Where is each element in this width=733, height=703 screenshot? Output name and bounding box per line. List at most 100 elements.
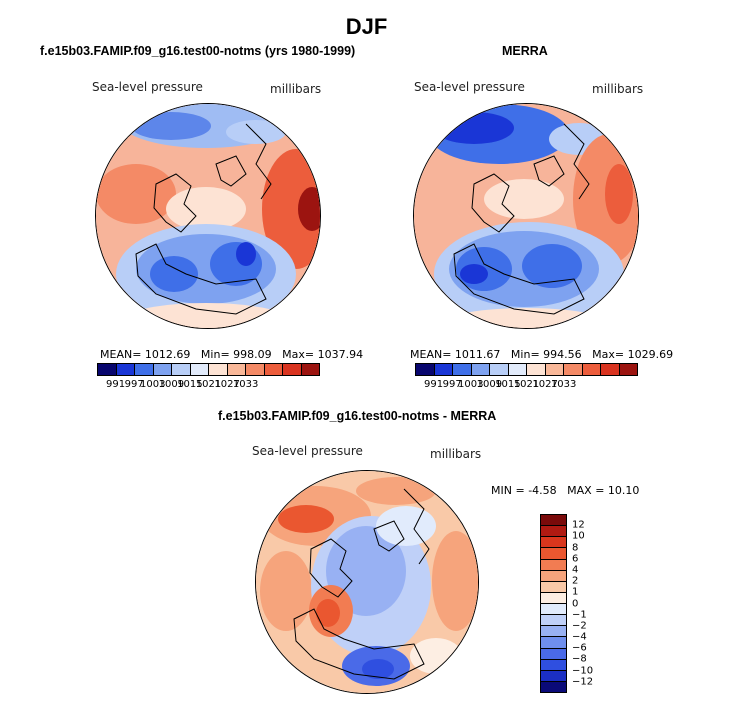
colorbar-swatch (541, 559, 566, 571)
colorbar-swatch (541, 548, 566, 560)
merra-colorbar-tick: 1015 (495, 379, 521, 390)
merra-max-label: Max= (592, 348, 625, 361)
diff-min-label: MIN = (491, 484, 525, 497)
diff-colorbar-tick: 2 (572, 575, 579, 587)
diff-min-value: -4.58 (528, 484, 557, 497)
diff-colorbar-tick: −8 (572, 653, 587, 665)
diff-colorbar-tick: −2 (572, 620, 587, 632)
merra-polar-map (413, 103, 639, 329)
model-colorbar-tick: 1021 (195, 379, 222, 390)
merra-mean-label: MEAN= (410, 348, 452, 361)
merra-colorbar-tick: 1009 (476, 379, 503, 390)
merra-colorbar-tick: 1027 (532, 379, 558, 390)
diff-colorbar-ticks: 12 10 8 6 4 2 1 0 −1 −2 −4 −6 −8 −10 −12 (572, 514, 612, 693)
merra-colorbar (415, 363, 638, 376)
colorbar-swatch (98, 364, 117, 375)
colorbar-swatch (541, 648, 566, 660)
model-colorbar-tick: 1033 (232, 379, 259, 390)
colorbar-swatch (264, 364, 283, 375)
merra-min-label: Min= (510, 348, 540, 361)
colorbar-swatch (541, 526, 566, 538)
colorbar-swatch (541, 515, 566, 527)
colorbar-swatch (416, 364, 435, 375)
diff-colorbar-tick: −12 (572, 676, 594, 688)
colorbar-swatch (541, 637, 566, 649)
merra-mean-value: 1011.67 (454, 348, 501, 361)
colorbar-swatch (541, 592, 566, 604)
model-colorbar (97, 363, 320, 376)
colorbar-swatch (527, 364, 546, 375)
model-max-label: Max= (282, 348, 315, 361)
colorbar-swatch (209, 364, 228, 375)
model-mean-value: 1012.69 (144, 348, 191, 361)
model-mean-label: MEAN= (100, 348, 142, 361)
model-colorbar-ticks: 991 997 1003 1009 1015 1021 1027 1033 (97, 379, 320, 393)
model-colorbar-tick: 1003 (140, 379, 166, 390)
diff-colorbar-tick: −4 (572, 631, 587, 643)
merra-max-value: 1029.69 (627, 348, 674, 361)
model-colorbar-tick: 991 (106, 379, 126, 390)
diff-colorbar-tick: −1 (572, 609, 587, 621)
colorbar-swatch (541, 537, 566, 549)
colorbar-swatch (116, 364, 135, 375)
merra-stats: MEAN= 1011.67 Min= 994.56 Max= 1029.69 (410, 348, 673, 361)
colorbar-swatch (227, 364, 246, 375)
diff-colorbar-tick: 1 (572, 586, 579, 598)
colorbar-swatch (453, 364, 472, 375)
colorbar-swatch (564, 364, 583, 375)
colorbar-swatch (190, 364, 209, 375)
colorbar-swatch (490, 364, 509, 375)
diff-colorbar-tick: 6 (572, 553, 579, 565)
colorbar-swatch (541, 670, 566, 682)
diff-slp-field (256, 471, 478, 693)
diff-colorbar-tick: −6 (572, 642, 587, 654)
merra-min-value: 994.56 (543, 348, 582, 361)
colorbar-swatch (541, 604, 566, 616)
model-colorbar-tick: 997 (124, 379, 144, 390)
colorbar-swatch (301, 364, 319, 375)
model-stats: MEAN= 1012.69 Min= 998.09 Max= 1037.94 (100, 348, 363, 361)
diff-polar-map (255, 470, 479, 694)
merra-units-label: millibars (592, 82, 644, 96)
colorbar-swatch (541, 626, 566, 638)
diff-units-label: millibars (430, 447, 482, 461)
merra-variable-label: Sea-level pressure (414, 80, 525, 94)
diff-colorbar-tick: 10 (572, 530, 585, 542)
model-colorbar-tick: 1015 (177, 379, 203, 390)
colorbar-swatch (541, 570, 566, 582)
diff-max-value: 10.10 (607, 484, 640, 497)
diff-stats: MIN = -4.58 MAX = 10.10 (491, 484, 639, 497)
colorbar-swatch (619, 364, 637, 375)
colorbar-swatch (283, 364, 302, 375)
season-title: DJF (345, 14, 388, 39)
colorbar-swatch (246, 364, 265, 375)
merra-colorbar-tick: 1003 (458, 379, 484, 390)
diff-colorbar-tick: 0 (572, 598, 579, 609)
colorbar-swatch (508, 364, 527, 375)
colorbar-swatch (582, 364, 601, 375)
merra-colorbar-ticks: 991 997 1003 1009 1015 1021 1027 1033 (415, 379, 638, 393)
colorbar-swatch (541, 659, 566, 671)
model-max-value: 1037.94 (317, 348, 364, 361)
diff-max-label: MAX = (567, 484, 605, 497)
colorbar-swatch (434, 364, 453, 375)
model-colorbar-tick: 1009 (158, 379, 185, 390)
colorbar-swatch (135, 364, 154, 375)
merra-colorbar-tick: 997 (442, 379, 462, 390)
model-min-label: Min= (200, 348, 230, 361)
colorbar-swatch (541, 615, 566, 627)
merra-slp-field (414, 104, 638, 328)
diff-colorbar-tick: 8 (572, 542, 579, 554)
merra-colorbar-tick: 991 (424, 379, 444, 390)
diff-colorbar-tick: −10 (572, 665, 594, 677)
colorbar-swatch (601, 364, 620, 375)
diff-colorbar-tick: 4 (572, 564, 579, 576)
diff-colorbar (540, 514, 567, 693)
merra-panel-title: MERRA (502, 44, 548, 58)
colorbar-swatch (471, 364, 490, 375)
merra-colorbar-tick: 1033 (550, 379, 577, 390)
colorbar-swatch (153, 364, 172, 375)
diff-variable-label: Sea-level pressure (252, 444, 363, 458)
model-panel-title: f.e15b03.FAMIP.f09_g16.test00-notms (yrs… (40, 44, 356, 58)
model-units-label: millibars (270, 82, 322, 96)
